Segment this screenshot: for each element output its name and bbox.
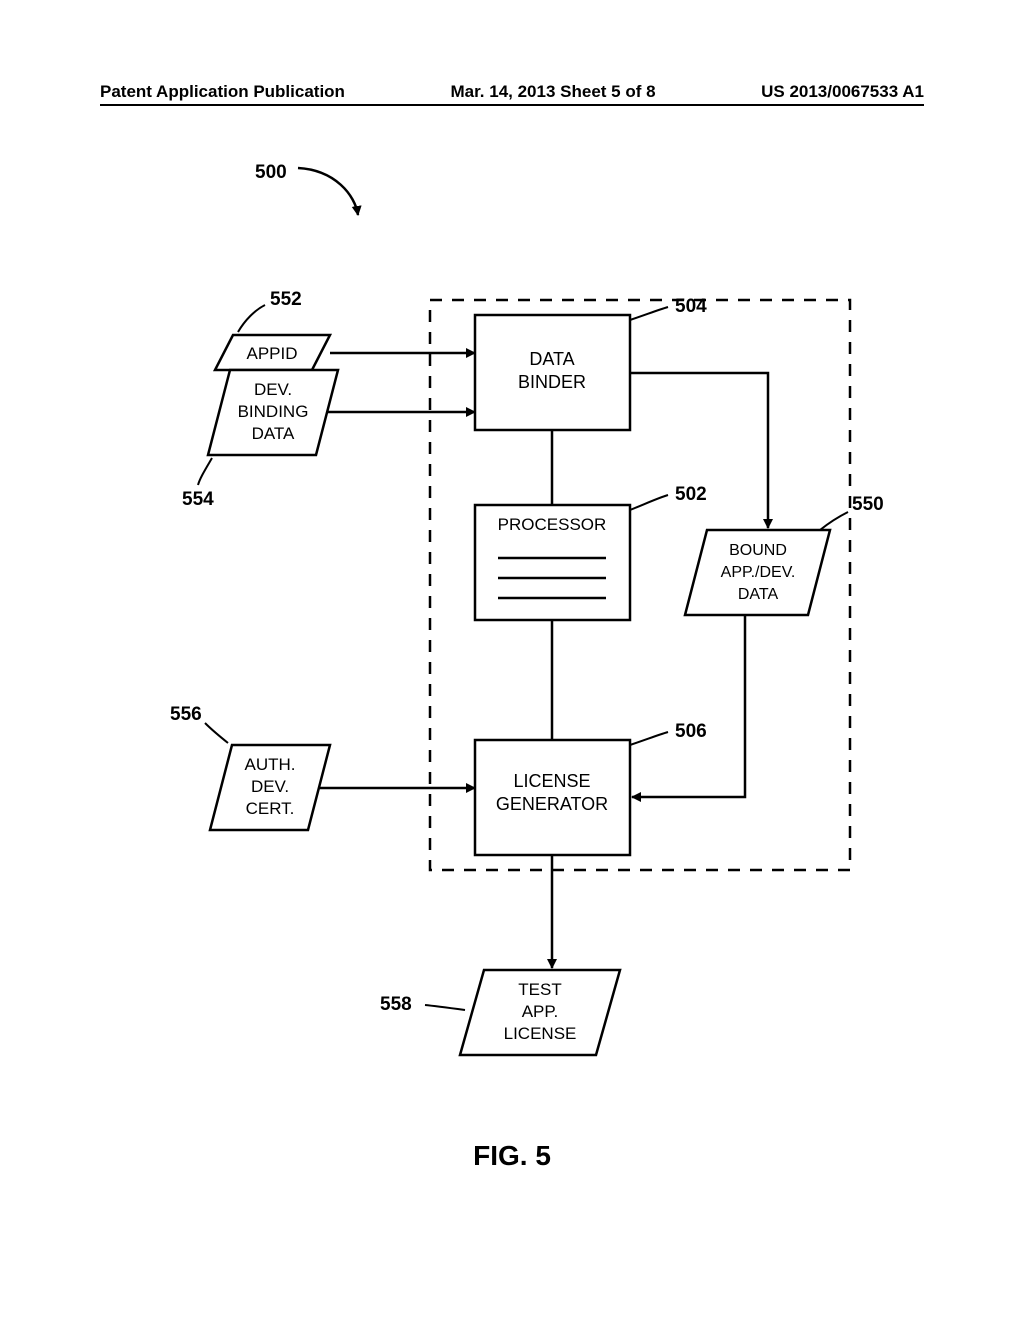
svg-text:552: 552 xyxy=(270,289,302,310)
page-header: Patent Application Publication Mar. 14, … xyxy=(0,82,1024,102)
svg-text:BINDING: BINDING xyxy=(238,402,309,421)
ref-550: 550 xyxy=(820,494,884,530)
ref-504: 504 xyxy=(630,296,707,320)
svg-text:DATA: DATA xyxy=(252,424,295,443)
svg-text:550: 550 xyxy=(852,494,884,515)
svg-text:BOUND: BOUND xyxy=(729,542,787,559)
testlicense-node: TEST APP. LICENSE xyxy=(460,970,620,1055)
ref-552: 552 xyxy=(238,289,302,332)
svg-text:LICENSE: LICENSE xyxy=(504,1024,577,1043)
bounddata-node: BOUND APP./DEV. DATA xyxy=(685,530,830,615)
svg-text:BINDER: BINDER xyxy=(518,372,586,392)
svg-text:500: 500 xyxy=(255,162,287,183)
header-rule xyxy=(100,104,924,106)
header-mid: Mar. 14, 2013 Sheet 5 of 8 xyxy=(451,82,656,102)
svg-text:558: 558 xyxy=(380,994,412,1015)
processor-box: PROCESSOR xyxy=(475,505,630,620)
ref-500: 500 xyxy=(255,162,358,215)
svg-text:APPID: APPID xyxy=(246,344,297,363)
authcert-node: AUTH. DEV. CERT. xyxy=(210,745,330,830)
svg-text:502: 502 xyxy=(675,484,707,505)
svg-text:554: 554 xyxy=(182,489,214,510)
svg-text:GENERATOR: GENERATOR xyxy=(496,794,608,814)
svg-text:DEV.: DEV. xyxy=(254,380,292,399)
ref-506: 506 xyxy=(630,721,707,745)
svg-text:DATA: DATA xyxy=(529,349,574,369)
svg-text:AUTH.: AUTH. xyxy=(245,755,296,774)
ref-502: 502 xyxy=(630,484,707,510)
svg-text:LICENSE: LICENSE xyxy=(513,771,590,791)
svg-text:APP.: APP. xyxy=(522,1002,559,1021)
conn-bounddata-licensegen xyxy=(632,615,745,797)
svg-text:DATA: DATA xyxy=(738,586,779,603)
svg-text:504: 504 xyxy=(675,296,707,317)
data-binder-box: DATA BINDER xyxy=(475,315,630,430)
license-generator-box: LICENSE GENERATOR xyxy=(475,740,630,855)
ref-556: 556 xyxy=(170,704,228,743)
devbinding-node: DEV. BINDING DATA xyxy=(208,370,338,455)
svg-text:556: 556 xyxy=(170,704,202,725)
svg-text:APP./DEV.: APP./DEV. xyxy=(721,564,796,581)
header-left: Patent Application Publication xyxy=(100,82,345,102)
figure-caption: FIG. 5 xyxy=(0,1140,1024,1172)
svg-text:PROCESSOR: PROCESSOR xyxy=(498,515,607,534)
svg-text:TEST: TEST xyxy=(518,980,561,999)
svg-text:DEV.: DEV. xyxy=(251,777,289,796)
ref-558: 558 xyxy=(380,994,465,1015)
diagram-svg: 500 DATA BINDER 504 PROCESSOR 502 LICENS… xyxy=(120,160,900,1120)
svg-text:CERT.: CERT. xyxy=(246,799,295,818)
appid-node: APPID xyxy=(215,335,330,370)
header-right: US 2013/0067533 A1 xyxy=(761,82,924,102)
ref-554: 554 xyxy=(182,458,214,510)
svg-text:506: 506 xyxy=(675,721,707,742)
